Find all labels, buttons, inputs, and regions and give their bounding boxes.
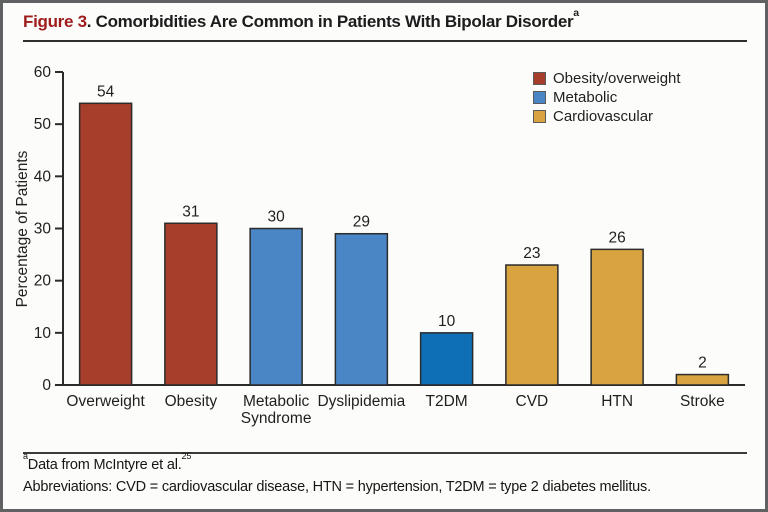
bar-metabolic-syndrome — [249, 227, 303, 386]
figure-title-text: Comorbidities Are Common in Patients Wit… — [95, 12, 574, 31]
legend-label: Obesity/overweight — [553, 70, 681, 87]
y-axis-label: Percentage of Patients — [14, 150, 31, 307]
figure-title-superscript: a — [573, 6, 579, 19]
chart-legend: Obesity/overweight Metabolic Cardiovascula… — [533, 69, 681, 126]
bar-value-label: 30 — [268, 209, 286, 226]
legend-item: Cardiovascular — [533, 107, 681, 126]
x-category-label: Obesity — [165, 393, 218, 410]
bar-value-label: 26 — [609, 229, 626, 246]
x-category-label: T2DM — [426, 393, 468, 410]
y-tick-label: 30 — [34, 221, 52, 238]
figure-label: Figure 3 — [23, 12, 87, 31]
legend-item: Obesity/overweight — [533, 69, 681, 88]
bar-value-label: 31 — [182, 203, 199, 220]
bar-t2dm — [419, 332, 474, 386]
y-tick-label: 0 — [42, 377, 51, 394]
y-tick-label: 50 — [34, 116, 52, 133]
bar-stroke — [675, 373, 730, 386]
x-category-label: CVD — [516, 393, 549, 410]
bar-cvd — [505, 264, 559, 386]
y-tick-label: 40 — [34, 168, 52, 185]
y-tick-label: 10 — [34, 325, 52, 342]
footnote-reference: 25 — [181, 451, 192, 462]
figure-title: Figure 3. Comorbidities Are Common in Pa… — [23, 7, 579, 32]
footnote-abbreviations: Abbreviations: CVD = cardiovascular dise… — [23, 479, 651, 495]
x-category-label: Metabolic Syndrome — [241, 393, 312, 427]
y-tick-label: 60 — [34, 64, 52, 81]
bar-dyslipidemia — [334, 232, 389, 386]
footnote-text: Data from McIntyre et al. — [27, 457, 182, 473]
footnote-superscript: a — [23, 451, 28, 462]
bar-overweight — [78, 102, 133, 386]
x-category-label: Overweight — [66, 393, 145, 410]
legend-label: Metabolic — [553, 89, 618, 106]
x-category-label: Stroke — [680, 393, 725, 410]
legend-swatch — [533, 91, 546, 104]
bar-value-label: 10 — [438, 313, 456, 330]
x-category-label: Dyslipidemia — [317, 393, 405, 410]
bar-htn — [590, 248, 644, 386]
bar-value-label: 2 — [698, 355, 707, 372]
footnote-divider — [23, 452, 747, 454]
x-category-label: HTN — [601, 393, 633, 410]
footnote-source: aData from McIntyre et al.25 — [23, 452, 751, 473]
legend-swatch — [533, 110, 546, 123]
bar-obesity — [164, 222, 218, 386]
bar-value-label: 23 — [523, 245, 540, 262]
legend-label: Cardiovascular — [553, 108, 654, 125]
legend-item: Metabolic — [533, 88, 681, 107]
title-divider — [23, 40, 747, 42]
bar-value-label: 29 — [353, 214, 370, 231]
bar-chart: Percentage of Patients 0 10 20 30 40 50 60 54 Ov… — [14, 64, 745, 427]
y-tick-label: 20 — [34, 273, 52, 290]
legend-swatch — [533, 72, 546, 85]
figure-label-separator: . — [86, 12, 96, 31]
bar-value-label: 54 — [97, 83, 115, 100]
